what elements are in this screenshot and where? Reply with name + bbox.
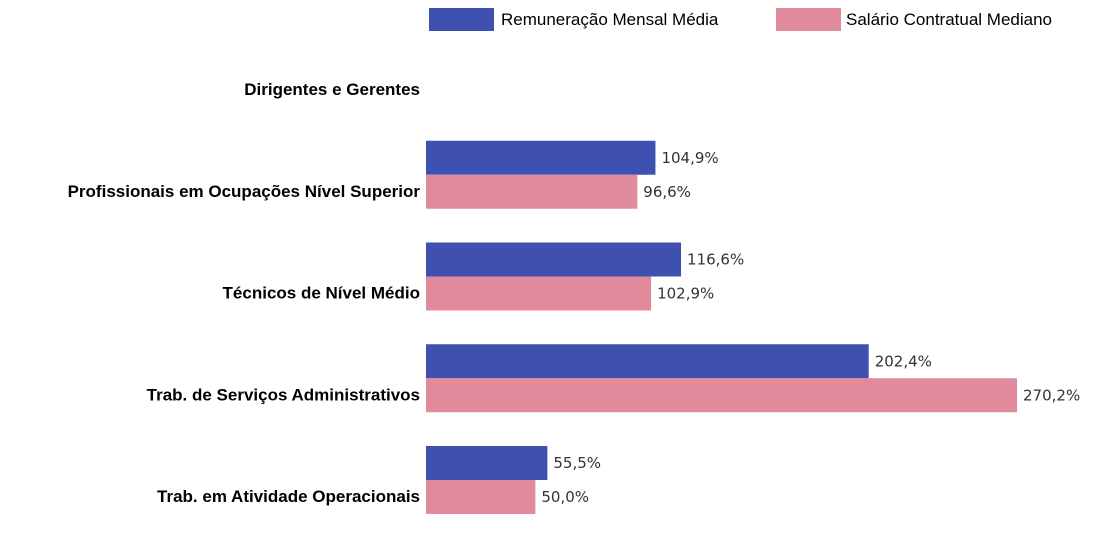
category-label: Técnicos de Nível Médio [223,284,420,303]
bar-remuneracao [426,242,682,277]
value-label: 50,0% [541,488,589,506]
category-label: Trab. em Atividade Operacionais [157,487,420,506]
category-label: Profissionais em Ocupações Nível Superio… [68,182,421,201]
bar-salario [426,276,652,311]
legend-swatch-2 [776,8,841,31]
legend: Remuneração Mensal Média Salário Contratu… [429,8,1052,31]
bar-remuneracao [426,446,548,480]
value-labels: 104,9% 96,6% 116,6% 102,9% 202,4% 270,2% 55,5%… [541,149,1080,506]
legend-label-1: Remuneração Mensal Média [501,10,719,29]
category-label: Dirigentes e Gerentes [244,80,420,99]
value-label: 202,4% [875,352,932,370]
bar-remuneracao [426,344,869,379]
value-label: 55,5% [553,454,601,472]
bar-salario [426,174,638,209]
category-labels: Dirigentes e Gerentes Profissionais em Oc… [68,80,421,506]
bar-remuneracao [426,140,656,175]
value-label: 104,9% [661,149,718,167]
value-label: 270,2% [1023,386,1080,404]
bar-salario [426,480,536,514]
legend-swatch-1 [429,8,494,31]
bar-salario [426,378,1017,413]
value-label: 102,9% [657,285,714,303]
legend-label-2: Salário Contratual Mediano [846,10,1052,29]
category-label: Trab. de Serviços Administrativos [147,385,420,404]
bars [426,140,1017,514]
value-label: 116,6% [687,251,744,269]
value-label: 96,6% [643,183,691,201]
